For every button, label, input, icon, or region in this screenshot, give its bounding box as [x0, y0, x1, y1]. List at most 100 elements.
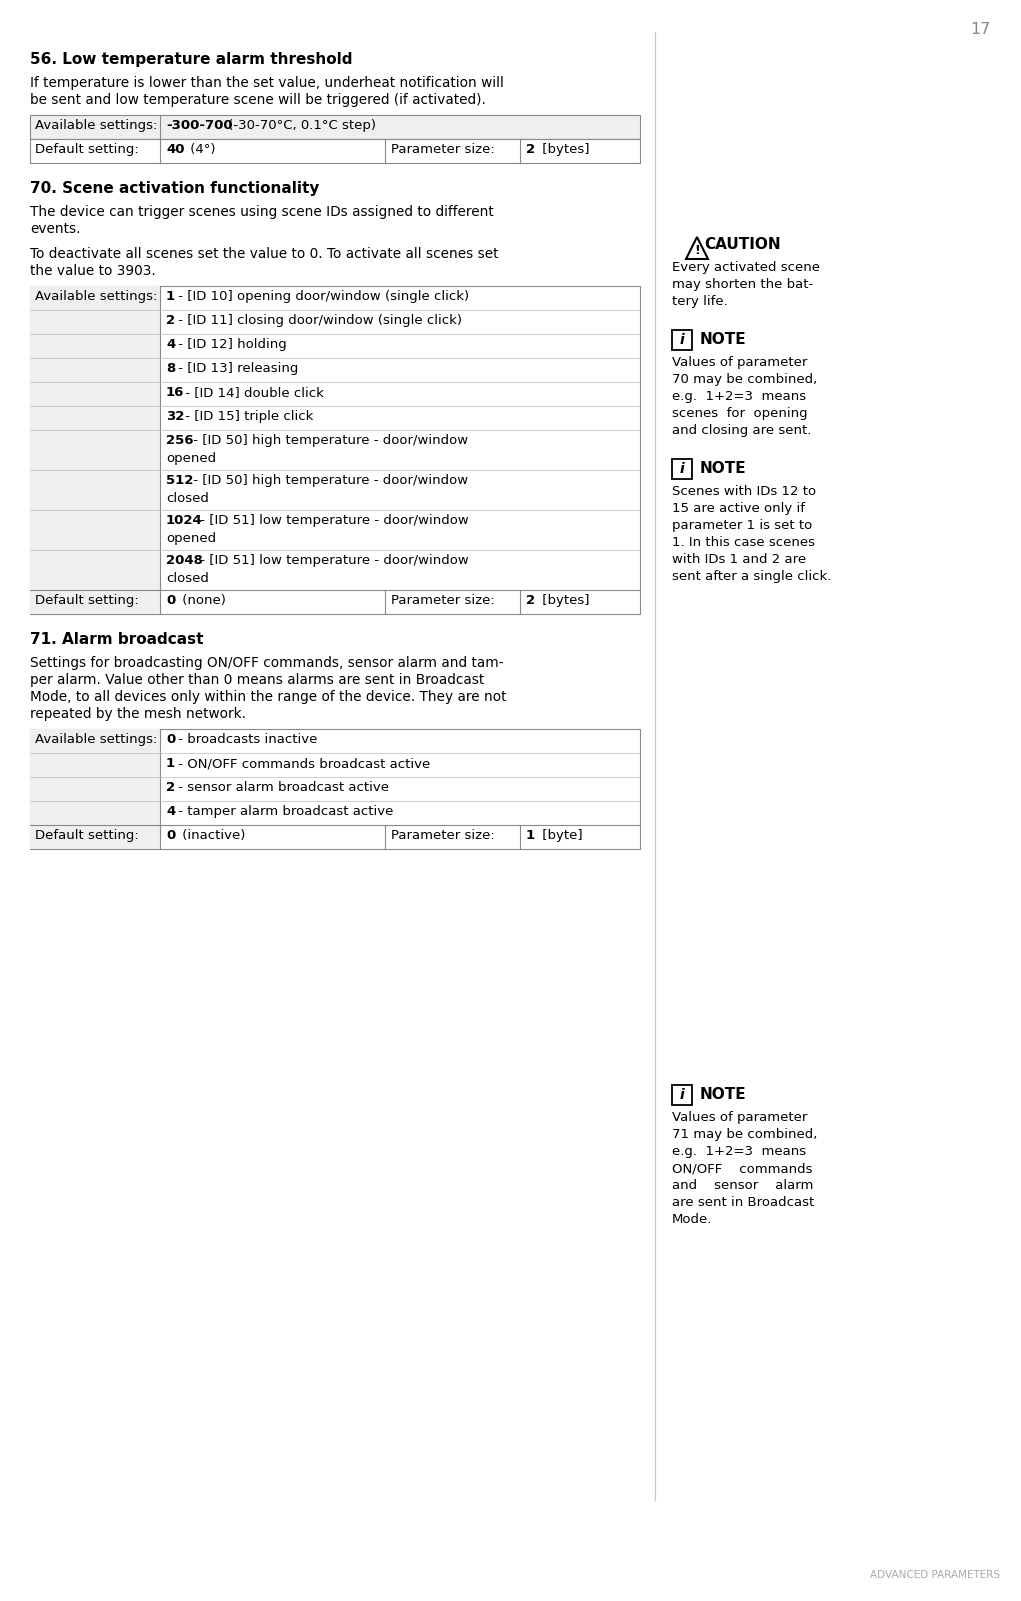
Text: parameter 1 is set to: parameter 1 is set to — [672, 519, 813, 532]
Text: [bytes]: [bytes] — [538, 142, 589, 155]
Text: ON/OFF    commands: ON/OFF commands — [672, 1162, 813, 1175]
Text: 1: 1 — [526, 829, 535, 842]
Text: Default setting:: Default setting: — [35, 142, 139, 155]
Text: - [ID 15] triple click: - [ID 15] triple click — [181, 410, 313, 423]
Text: - [ID 51] low temperature - door/window: - [ID 51] low temperature - door/window — [196, 554, 469, 567]
Text: Settings for broadcasting ON/OFF commands, sensor alarm and tam-: Settings for broadcasting ON/OFF command… — [30, 656, 503, 669]
Text: 16: 16 — [166, 386, 185, 399]
Text: the value to 3903.: the value to 3903. — [30, 264, 156, 279]
Text: - [ID 11] closing door/window (single click): - [ID 11] closing door/window (single cl… — [174, 314, 461, 327]
Text: 2: 2 — [526, 594, 535, 607]
Text: 32: 32 — [166, 410, 185, 423]
Text: Parameter size:: Parameter size: — [391, 829, 495, 842]
Bar — [30, 728, 160, 825]
Text: - [ID 14] double click: - [ID 14] double click — [181, 386, 324, 399]
Text: 17: 17 — [971, 22, 991, 37]
Text: 1: 1 — [166, 290, 176, 303]
Bar — [30, 115, 640, 139]
Text: Values of parameter: Values of parameter — [672, 355, 808, 368]
Text: be sent and low temperature scene will be triggered (if activated).: be sent and low temperature scene will b… — [30, 93, 486, 107]
Text: tery life.: tery life. — [672, 295, 728, 307]
Text: CAUTION: CAUTION — [704, 237, 781, 251]
Text: opened: opened — [166, 532, 216, 544]
Text: 1024: 1024 — [166, 514, 203, 527]
Text: with IDs 1 and 2 are: with IDs 1 and 2 are — [672, 552, 807, 567]
Text: 71. Alarm broadcast: 71. Alarm broadcast — [30, 632, 203, 647]
Text: 70 may be combined,: 70 may be combined, — [672, 373, 817, 386]
Bar — [672, 459, 692, 479]
Text: Default setting:: Default setting: — [35, 829, 139, 842]
Text: e.g.  1+2=3  means: e.g. 1+2=3 means — [672, 391, 807, 403]
Text: - [ID 10] opening door/window (single click): - [ID 10] opening door/window (single cl… — [174, 290, 469, 303]
Text: 71 may be combined,: 71 may be combined, — [672, 1129, 818, 1142]
Text: Parameter size:: Parameter size: — [391, 142, 495, 155]
Text: 512: 512 — [166, 474, 193, 487]
Text: 2: 2 — [166, 314, 176, 327]
Text: 4: 4 — [166, 338, 176, 351]
Bar — [30, 825, 160, 849]
Text: 40: 40 — [166, 142, 185, 155]
Text: 2: 2 — [526, 142, 535, 155]
Text: Available settings:: Available settings: — [35, 118, 157, 131]
Text: NOTE: NOTE — [700, 1087, 746, 1101]
Text: may shorten the bat-: may shorten the bat- — [672, 279, 814, 291]
Text: 2: 2 — [166, 781, 176, 794]
Text: Available settings:: Available settings: — [35, 733, 157, 746]
Text: events.: events. — [30, 223, 81, 235]
Text: (none): (none) — [178, 594, 226, 607]
Text: are sent in Broadcast: are sent in Broadcast — [672, 1196, 815, 1209]
Text: and closing are sent.: and closing are sent. — [672, 424, 812, 437]
Text: [byte]: [byte] — [538, 829, 583, 842]
Text: To deactivate all scenes set the value to 0. To activate all scenes set: To deactivate all scenes set the value t… — [30, 247, 498, 261]
Text: -300-700: -300-700 — [166, 118, 233, 131]
Text: sent after a single click.: sent after a single click. — [672, 570, 831, 583]
Text: Values of parameter: Values of parameter — [672, 1111, 808, 1124]
Text: per alarm. Value other than 0 means alarms are sent in Broadcast: per alarm. Value other than 0 means alar… — [30, 672, 484, 687]
Text: - [ID 50] high temperature - door/window: - [ID 50] high temperature - door/window — [189, 434, 468, 447]
Text: 4: 4 — [166, 805, 176, 818]
Bar — [30, 287, 640, 615]
Text: - broadcasts inactive: - broadcasts inactive — [174, 733, 317, 746]
Text: closed: closed — [166, 492, 209, 504]
Text: - sensor alarm broadcast active: - sensor alarm broadcast active — [174, 781, 389, 794]
Text: opened: opened — [166, 451, 216, 464]
Text: i: i — [680, 333, 684, 347]
Text: 0: 0 — [166, 733, 176, 746]
Text: 1. In this case scenes: 1. In this case scenes — [672, 536, 815, 549]
Text: NOTE: NOTE — [700, 331, 746, 347]
Bar — [672, 1085, 692, 1105]
Text: - tamper alarm broadcast active: - tamper alarm broadcast active — [174, 805, 393, 818]
Text: (-30-70°C, 0.1°C step): (-30-70°C, 0.1°C step) — [224, 118, 376, 131]
Text: 70. Scene activation functionality: 70. Scene activation functionality — [30, 181, 320, 195]
Text: i: i — [680, 463, 684, 475]
Text: ADVANCED PARAMETERS: ADVANCED PARAMETERS — [870, 1571, 1000, 1580]
Text: 56. Low temperature alarm threshold: 56. Low temperature alarm threshold — [30, 51, 352, 67]
Bar — [30, 728, 640, 849]
Text: The device can trigger scenes using scene IDs assigned to different: The device can trigger scenes using scen… — [30, 205, 494, 219]
Text: Scenes with IDs 12 to: Scenes with IDs 12 to — [672, 485, 816, 498]
Text: !: ! — [694, 243, 699, 256]
Text: NOTE: NOTE — [700, 461, 746, 475]
Text: and    sensor    alarm: and sensor alarm — [672, 1178, 814, 1193]
Text: - ON/OFF commands broadcast active: - ON/OFF commands broadcast active — [174, 757, 430, 770]
Text: 256: 256 — [166, 434, 194, 447]
Text: scenes  for  opening: scenes for opening — [672, 407, 808, 419]
Text: - [ID 51] low temperature - door/window: - [ID 51] low temperature - door/window — [196, 514, 469, 527]
Bar — [30, 591, 160, 615]
Bar — [672, 330, 692, 351]
Text: 8: 8 — [166, 362, 176, 375]
Text: closed: closed — [166, 572, 209, 584]
Text: Parameter size:: Parameter size: — [391, 594, 495, 607]
Text: i: i — [680, 1089, 684, 1101]
Text: Mode.: Mode. — [672, 1214, 713, 1226]
Text: repeated by the mesh network.: repeated by the mesh network. — [30, 708, 246, 720]
Bar — [30, 139, 640, 163]
Text: If temperature is lower than the set value, underheat notification will: If temperature is lower than the set val… — [30, 75, 504, 90]
Text: - [ID 13] releasing: - [ID 13] releasing — [174, 362, 298, 375]
Bar — [30, 287, 160, 591]
Text: - [ID 50] high temperature - door/window: - [ID 50] high temperature - door/window — [189, 474, 468, 487]
Text: (4°): (4°) — [186, 142, 215, 155]
Text: 15 are active only if: 15 are active only if — [672, 503, 805, 516]
Text: 2048: 2048 — [166, 554, 203, 567]
Text: Mode, to all devices only within the range of the device. They are not: Mode, to all devices only within the ran… — [30, 690, 506, 704]
